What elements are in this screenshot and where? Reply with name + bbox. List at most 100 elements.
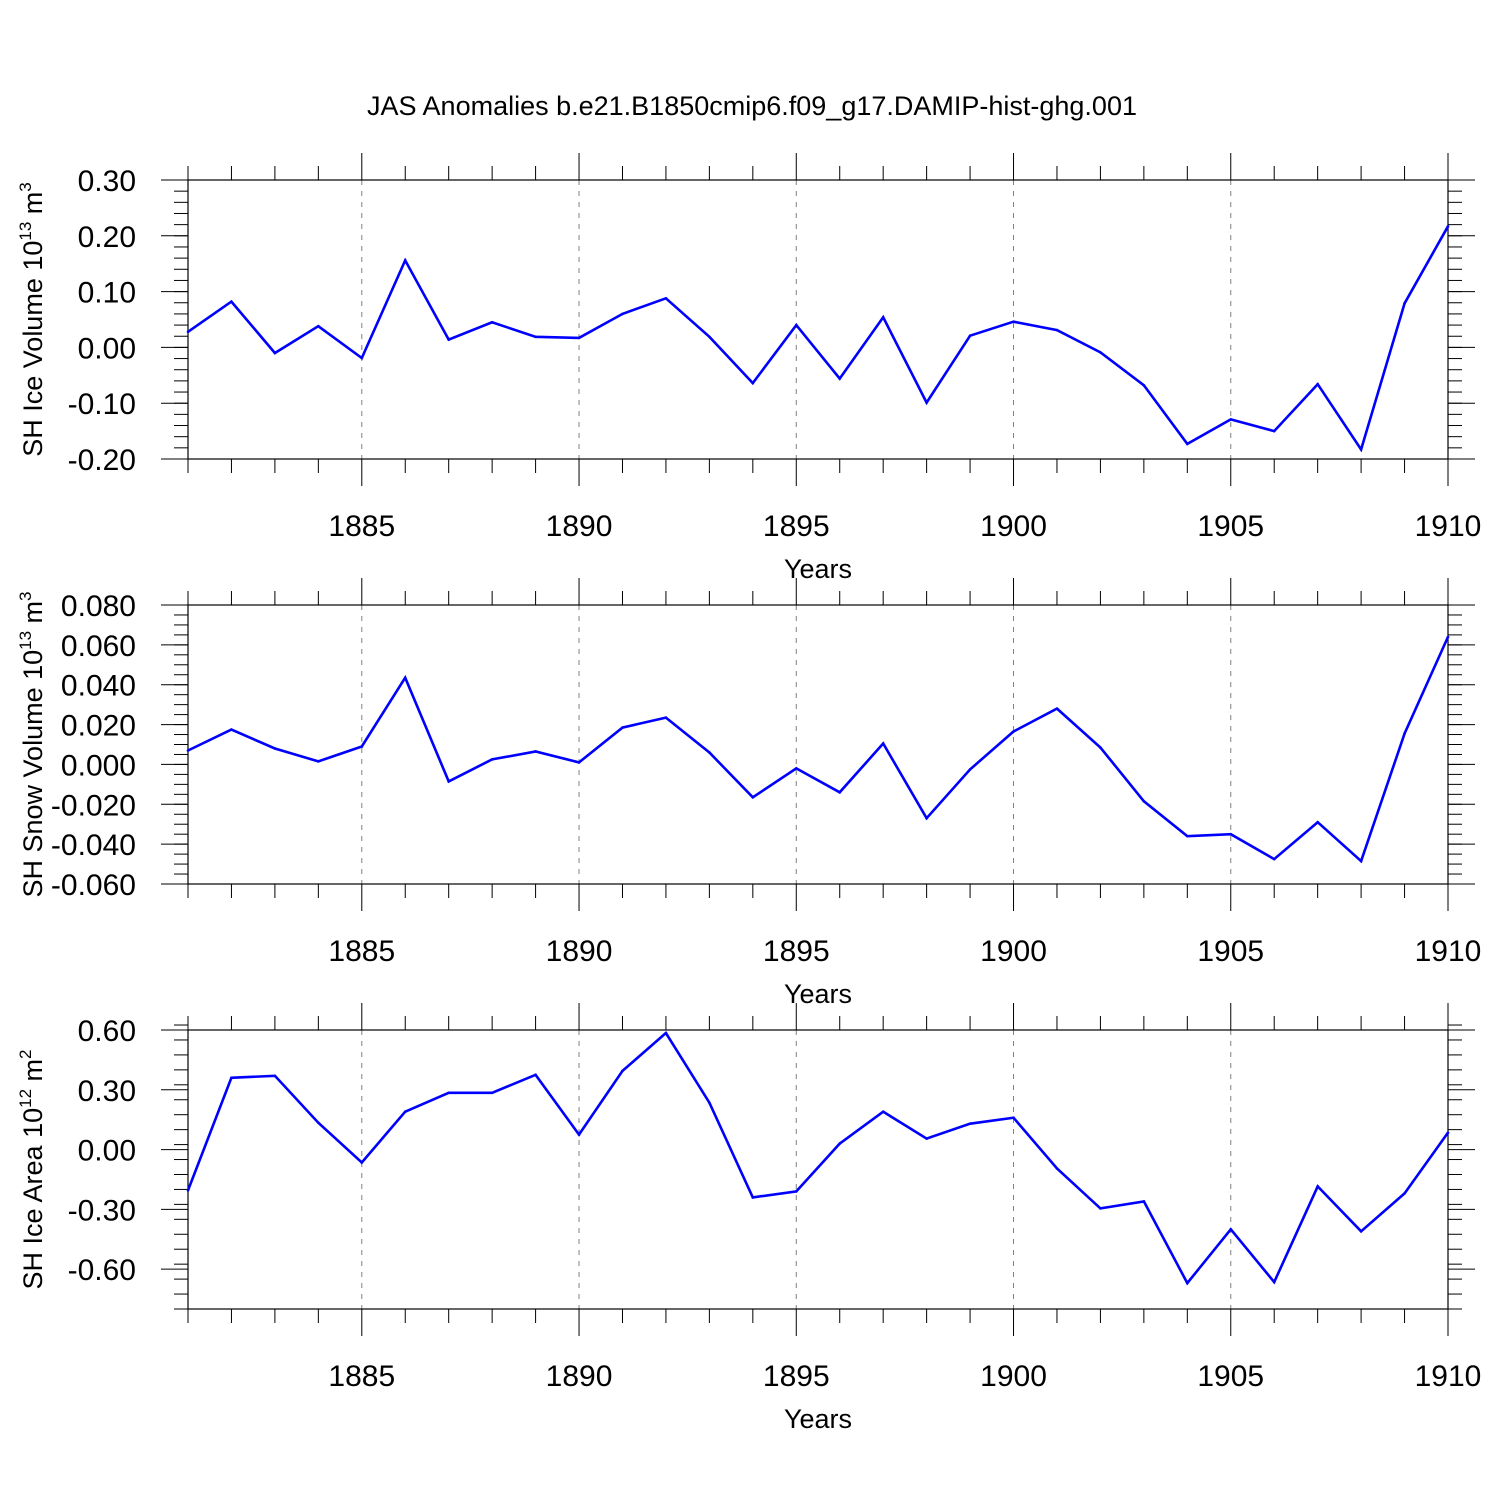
x-tick-label: 1900 — [980, 1360, 1047, 1393]
data-point — [360, 356, 364, 360]
data-point — [230, 1076, 233, 1080]
y-tick-label: -0.10 — [68, 388, 136, 421]
data-point — [1099, 1207, 1102, 1210]
x-tick-label: 1910 — [1415, 1360, 1482, 1393]
plot-frame — [187, 604, 1449, 885]
y-tick-label: -0.040 — [51, 829, 136, 862]
data-point — [838, 377, 842, 380]
x-tick-label: 1900 — [980, 510, 1047, 543]
x-tick-label: 1905 — [1197, 935, 1264, 968]
y-tick-label: 0.30 — [78, 1075, 136, 1108]
x-axis-label: Years — [784, 979, 852, 1009]
data-point — [1142, 1200, 1146, 1203]
y-axis-label: SH Ice Volume 1013 m3 — [16, 182, 48, 457]
data-point — [1446, 635, 1450, 639]
data-point — [230, 300, 233, 303]
y-tick-label: 0.10 — [78, 277, 136, 310]
data-point — [447, 1091, 450, 1095]
x-tick-label: 1885 — [328, 1360, 395, 1393]
data-point — [186, 330, 190, 334]
data-point — [1012, 1116, 1015, 1119]
data-point — [1186, 1281, 1189, 1285]
data-point — [968, 1122, 972, 1125]
y-tick-label: 0.60 — [78, 1015, 136, 1048]
y-tick-label: 0.020 — [61, 710, 136, 743]
data-point — [925, 401, 928, 404]
data-point — [664, 716, 668, 719]
data-point — [577, 761, 581, 764]
data-point — [1229, 1227, 1233, 1231]
data-point — [1359, 1229, 1363, 1233]
data-point — [317, 760, 320, 763]
y-tick-label: 0.040 — [61, 670, 136, 703]
data-point — [1055, 707, 1059, 710]
data-point — [751, 1196, 755, 1199]
data-point — [403, 676, 407, 680]
y-axis-label: SH Snow Volume 1013 m3 — [16, 591, 48, 897]
data-point — [447, 338, 450, 341]
data-point — [1055, 328, 1059, 332]
y-tick-label: -0.060 — [51, 869, 136, 902]
y-tick-label: -0.30 — [68, 1194, 136, 1227]
x-tick-label: 1900 — [980, 935, 1047, 968]
data-point — [577, 336, 581, 340]
data-point — [1359, 859, 1363, 863]
data-point — [664, 296, 668, 300]
data-point — [1403, 732, 1406, 735]
figure-title: JAS Anomalies b.e21.B1850cmip6.f09_g17.D… — [367, 91, 1137, 121]
data-point — [664, 1031, 668, 1035]
data-point — [1142, 384, 1146, 387]
x-tick-label: 1905 — [1197, 510, 1264, 543]
data-point — [1012, 320, 1015, 324]
data-point — [925, 816, 928, 820]
data-point — [1142, 799, 1146, 803]
x-tick-label: 1905 — [1197, 1360, 1264, 1393]
data-point — [1403, 1192, 1406, 1195]
data-point — [490, 1091, 494, 1095]
data-point — [708, 751, 711, 754]
data-point — [534, 1073, 537, 1077]
data-point — [621, 312, 624, 316]
data-point — [621, 1069, 624, 1073]
data-point — [1272, 857, 1276, 861]
chart-panel-2: -0.060 -0.040 -0.020 0.000 0.020 0.040 0.060 0.… — [16, 578, 1481, 1009]
data-point — [317, 324, 320, 328]
data-point — [490, 320, 494, 324]
data-point — [577, 1133, 581, 1136]
data-point — [968, 768, 972, 771]
data-point — [186, 749, 190, 752]
y-axis-label: SH Ice Area 1012 m2 — [16, 1050, 48, 1290]
data-point — [1229, 418, 1233, 421]
series-line — [186, 1031, 1450, 1286]
data-point — [1403, 302, 1406, 305]
x-tick-label: 1895 — [763, 1360, 830, 1393]
y-tick-label: 0.060 — [61, 630, 136, 663]
data-point — [838, 1142, 842, 1145]
data-point — [925, 1137, 928, 1140]
data-point — [1359, 448, 1363, 451]
data-point — [794, 767, 798, 770]
data-point — [534, 335, 537, 339]
x-tick-label: 1910 — [1415, 935, 1482, 968]
x-tick-label: 1910 — [1415, 510, 1482, 543]
x-axis-label: Years — [784, 1404, 852, 1434]
x-tick-label: 1895 — [763, 510, 830, 543]
data-point — [534, 750, 537, 753]
data-point — [447, 780, 450, 783]
data-point — [1272, 1280, 1276, 1284]
data-point — [968, 334, 972, 337]
panels: -0.20 -0.10 0.00 0.10 0.20 0.30 1885 1890 1895 19… — [16, 153, 1481, 1434]
data-point — [1099, 351, 1102, 354]
data-point — [1099, 746, 1102, 749]
plot-frame — [187, 179, 1449, 460]
y-tick-label: 0.080 — [61, 590, 136, 623]
data-point — [1186, 834, 1189, 838]
y-tick-label: 0.00 — [78, 1135, 136, 1168]
data-point — [881, 1110, 885, 1114]
data-point — [621, 726, 624, 729]
data-point — [230, 728, 233, 731]
x-tick-label: 1890 — [546, 1360, 613, 1393]
data-point — [403, 1110, 407, 1114]
data-point — [1055, 1167, 1059, 1170]
